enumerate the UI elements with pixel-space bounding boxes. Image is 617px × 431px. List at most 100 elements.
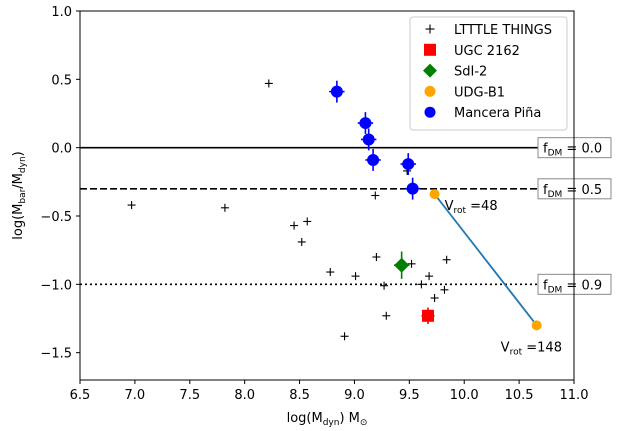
y-tick-label-0: 1.0 bbox=[51, 5, 72, 20]
point-annotation-1: Vrot =148 bbox=[501, 340, 562, 357]
text-span: = 0.5 bbox=[562, 183, 602, 198]
point-0-17 bbox=[430, 294, 439, 302]
x-tick-label-2: 7.5 bbox=[179, 388, 200, 403]
point-3-0 bbox=[429, 189, 440, 200]
legend: LTTTLE THINGS UGC 2162 SdI-2 UDG-B1 Mancera … bbox=[409, 16, 568, 131]
y-tick-label-1: 0.5 bbox=[51, 73, 72, 88]
legend-marker-0 bbox=[425, 24, 435, 34]
text-span: bar bbox=[18, 188, 28, 203]
point-0-19 bbox=[442, 255, 451, 264]
point-4-1 bbox=[359, 117, 372, 130]
legend-marker-1 bbox=[424, 43, 436, 56]
connector-line bbox=[433, 193, 538, 326]
point-0-2 bbox=[264, 79, 273, 88]
reference-label-2: fDM = 0.9 bbox=[543, 278, 602, 295]
text-span: V bbox=[501, 340, 510, 355]
point-4-3 bbox=[367, 153, 380, 166]
text-span: ) M bbox=[339, 411, 359, 426]
text-span: = 0.9 bbox=[562, 278, 602, 293]
x-tick-label-9: 11.0 bbox=[560, 388, 589, 403]
point-3-1 bbox=[531, 320, 542, 331]
series-1 bbox=[421, 307, 435, 324]
text-span: DM bbox=[548, 149, 563, 159]
point-4-4 bbox=[402, 158, 415, 171]
text-span: log(M bbox=[287, 411, 323, 426]
point-0-15 bbox=[417, 280, 426, 289]
legend-box bbox=[409, 16, 568, 131]
legend-marker-3 bbox=[424, 85, 436, 97]
text-span: log(M bbox=[11, 204, 26, 240]
series-2 bbox=[393, 251, 410, 279]
y-tick-label-5: −1.5 bbox=[40, 347, 72, 362]
text-span: dyn bbox=[18, 156, 28, 173]
legend-marker-4 bbox=[424, 106, 436, 118]
x-tick-label-1: 7.0 bbox=[125, 388, 146, 403]
point-2-0 bbox=[394, 257, 410, 273]
x-tick-label-4: 8.5 bbox=[289, 388, 310, 403]
text-span: f bbox=[543, 183, 548, 198]
legend-label-0: LTTTLE THINGS bbox=[454, 23, 552, 38]
text-span: rot bbox=[510, 347, 523, 357]
text-span: = 0.0 bbox=[562, 142, 602, 157]
x-tick-label-3: 8.0 bbox=[234, 388, 255, 403]
text-span: DM bbox=[548, 190, 563, 200]
legend-label-1: UGC 2162 bbox=[454, 44, 520, 59]
point-0-4 bbox=[297, 237, 306, 246]
text-span: ⊙ bbox=[360, 418, 368, 428]
text-span: rot bbox=[453, 206, 466, 216]
text-span: dyn bbox=[323, 418, 340, 428]
legend-label-3: UDG-B1 bbox=[454, 85, 505, 100]
y-tick-label-4: −1.0 bbox=[40, 278, 72, 293]
point-0-3 bbox=[290, 221, 299, 230]
text-span: ) bbox=[11, 151, 26, 156]
point-4-0 bbox=[330, 85, 343, 98]
y-tick-label-3: −0.5 bbox=[40, 210, 72, 225]
x-tick-label-5: 9.0 bbox=[344, 388, 365, 403]
point-0-8 bbox=[351, 272, 360, 281]
text-span: /M bbox=[11, 173, 26, 189]
point-4-5 bbox=[406, 182, 419, 195]
point-4-2 bbox=[362, 133, 375, 146]
legend-marker-2 bbox=[423, 63, 437, 78]
point-0-7 bbox=[340, 332, 349, 341]
x-axis-label: log(Mdyn) M⊙ bbox=[287, 411, 368, 428]
point-0-1 bbox=[220, 203, 229, 212]
series-3 bbox=[429, 189, 542, 331]
point-0-9 bbox=[371, 191, 380, 200]
series-0 bbox=[127, 79, 451, 341]
point-0-5 bbox=[303, 217, 312, 226]
data-points bbox=[127, 79, 542, 341]
text-span: f bbox=[543, 278, 548, 293]
legend-label-4: Mancera Piña bbox=[454, 106, 541, 121]
point-0-11 bbox=[380, 281, 389, 290]
text-span: =48 bbox=[466, 199, 498, 214]
series-4 bbox=[329, 80, 421, 200]
point-0-0 bbox=[127, 201, 136, 210]
text-span: V bbox=[445, 199, 454, 214]
point-0-14 bbox=[407, 259, 416, 268]
x-tick-label-8: 10.5 bbox=[505, 388, 534, 403]
udg-connector bbox=[433, 193, 538, 326]
y-axis-label: log(Mbar/Mdyn) bbox=[11, 151, 28, 239]
point-0-16 bbox=[425, 272, 434, 281]
text-span: f bbox=[543, 142, 548, 157]
point-0-10 bbox=[372, 253, 381, 261]
x-tick-label-6: 9.5 bbox=[399, 388, 420, 403]
x-tick-label-7: 10.0 bbox=[450, 388, 479, 403]
text-span: =148 bbox=[522, 340, 562, 355]
text-span: DM bbox=[548, 285, 563, 295]
legend-label-2: SdI-2 bbox=[454, 65, 487, 80]
x-tick-label-0: 6.5 bbox=[70, 388, 91, 403]
axes-frame bbox=[79, 10, 575, 381]
point-0-12 bbox=[382, 311, 391, 320]
reference-label-1: fDM = 0.5 bbox=[543, 183, 602, 200]
point-annotation-0: Vrot =48 bbox=[445, 199, 498, 216]
reference-label-0: fDM = 0.0 bbox=[543, 142, 602, 159]
point-1-0 bbox=[421, 309, 434, 322]
axes: 6.5 7.0 7.5 8.0 8.5 9.0 9.5 10.0 10.5 11.0 1.0 0.5 0… bbox=[11, 5, 588, 428]
point-0-6 bbox=[326, 268, 335, 277]
point-0-18 bbox=[440, 285, 449, 294]
y-tick-label-2: 0.0 bbox=[51, 142, 72, 157]
